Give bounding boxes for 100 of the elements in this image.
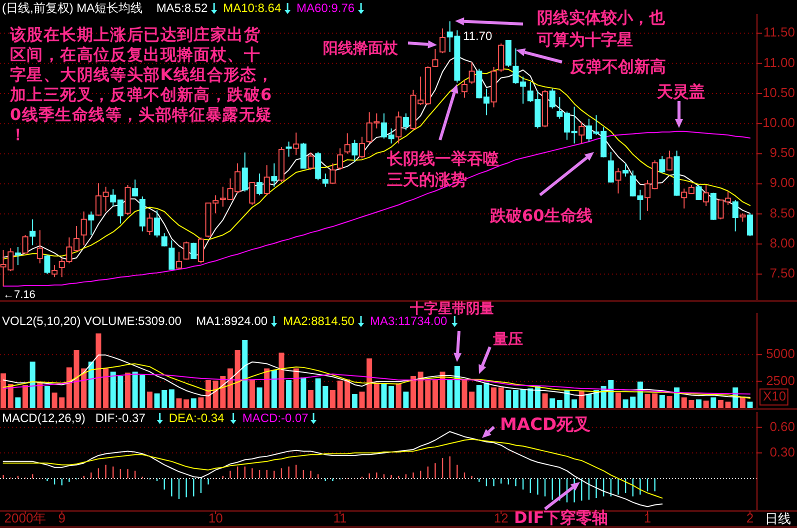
bar	[8, 384, 14, 408]
bar	[184, 399, 190, 408]
candlestick	[146, 212, 153, 236]
y-tick-label: 5000	[766, 346, 795, 362]
x-tick-label: 1	[644, 510, 652, 526]
bar	[0, 373, 6, 408]
y-tick-label: 9.00	[770, 175, 795, 190]
bar	[586, 394, 592, 408]
bar	[381, 383, 387, 408]
x-tick-label: 10	[208, 510, 223, 526]
bar	[447, 380, 453, 408]
annotation: 阳线擀面杖	[323, 39, 399, 58]
bar	[278, 352, 284, 408]
candlestick	[264, 164, 270, 196]
chart-title: MACD(12,26,9)	[2, 411, 86, 426]
candlestick	[578, 121, 585, 144]
candlestick	[432, 48, 438, 68]
text: MA1:8924.00	[196, 314, 268, 328]
bar	[352, 394, 358, 408]
x-tick-label: 2000年	[4, 510, 46, 526]
bar	[168, 389, 174, 408]
candlestick	[88, 210, 94, 236]
x-tick-label: 2	[746, 510, 754, 526]
bar	[330, 390, 336, 408]
candlestick	[14, 246, 21, 266]
candlestick	[176, 251, 182, 270]
x-tick-label: 9	[58, 510, 66, 526]
bar	[542, 393, 548, 408]
bar	[125, 372, 130, 408]
candlestick	[696, 184, 702, 201]
bar	[615, 392, 621, 408]
candlestick	[402, 112, 409, 131]
bar	[550, 398, 556, 408]
bar	[293, 368, 299, 408]
candlestick	[330, 162, 336, 184]
annotation: 阴线实体较小，也可算为十字星	[536, 8, 666, 50]
bar	[242, 340, 248, 408]
bar	[271, 370, 277, 408]
annotation: 跌破60生命线	[489, 206, 592, 226]
bar	[696, 399, 702, 408]
bar	[388, 386, 394, 408]
x-tick-label: 12	[494, 510, 508, 526]
bar	[198, 397, 204, 408]
line-series	[2, 363, 750, 399]
bar	[659, 394, 665, 408]
bar	[396, 383, 402, 408]
text: MA10:8.64	[223, 1, 282, 16]
bar	[22, 385, 28, 408]
bar	[747, 402, 753, 408]
bar	[234, 350, 240, 408]
y-tick-label: 8.50	[770, 205, 795, 220]
bar	[256, 387, 262, 408]
bar	[666, 396, 672, 408]
chart-title: VOL2(5,10,20) VOLUME:5309.00	[2, 314, 182, 328]
y-tick-label: 9.50	[770, 145, 795, 160]
bar	[176, 398, 182, 408]
annotation: 该股在长期上涨后已达到庄家出货区间，在高位反复出现擀面杖、十字星、大阴线等头部K线组合形态，加上三死叉，反弹不创新高，跌破60线季生命线等，头部特征暴露无疑！	[9, 25, 274, 144]
candlestick	[132, 179, 138, 197]
annotation: ←7.16	[3, 288, 36, 301]
bar	[30, 362, 36, 408]
candlestick	[468, 62, 475, 84]
candlestick	[747, 212, 753, 237]
bar	[403, 392, 409, 408]
candlestick	[666, 150, 672, 172]
candlestick	[549, 88, 556, 110]
annotation: 天灵盖	[656, 82, 705, 102]
bar	[146, 392, 152, 408]
bar	[249, 379, 255, 408]
candlestick	[256, 173, 263, 196]
candlestick	[396, 111, 402, 144]
candlestick	[154, 210, 160, 238]
y-tick-label: 8.00	[770, 235, 795, 250]
candlestick	[242, 152, 248, 192]
candlestick	[659, 156, 666, 174]
y-tick-label: 0.60	[770, 418, 795, 434]
candlestick	[36, 230, 43, 264]
bar	[44, 386, 50, 408]
text: MA60:9.76	[296, 1, 355, 16]
y-axis-title: X10	[763, 388, 786, 404]
candlestick	[615, 168, 622, 194]
bar	[206, 380, 212, 408]
bar	[264, 368, 270, 408]
candlestick	[461, 80, 468, 98]
bar	[374, 382, 380, 408]
annotation: MACD:-0.07	[242, 411, 309, 426]
candlestick	[30, 218, 36, 246]
bar	[491, 387, 497, 408]
bar	[66, 367, 72, 408]
text: DEA:-0.34	[168, 411, 225, 426]
candlestick	[44, 254, 50, 275]
candlestick	[161, 232, 168, 247]
annotation: 11.70	[463, 29, 492, 44]
candlestick	[308, 152, 314, 170]
bar	[440, 372, 446, 408]
y-tick-label: 11.00	[763, 54, 795, 70]
candlestick	[732, 200, 738, 232]
candlestick	[703, 184, 710, 207]
line-series	[2, 130, 750, 287]
candlestick	[622, 162, 629, 178]
annotation: 十字星带阴量	[409, 300, 494, 317]
